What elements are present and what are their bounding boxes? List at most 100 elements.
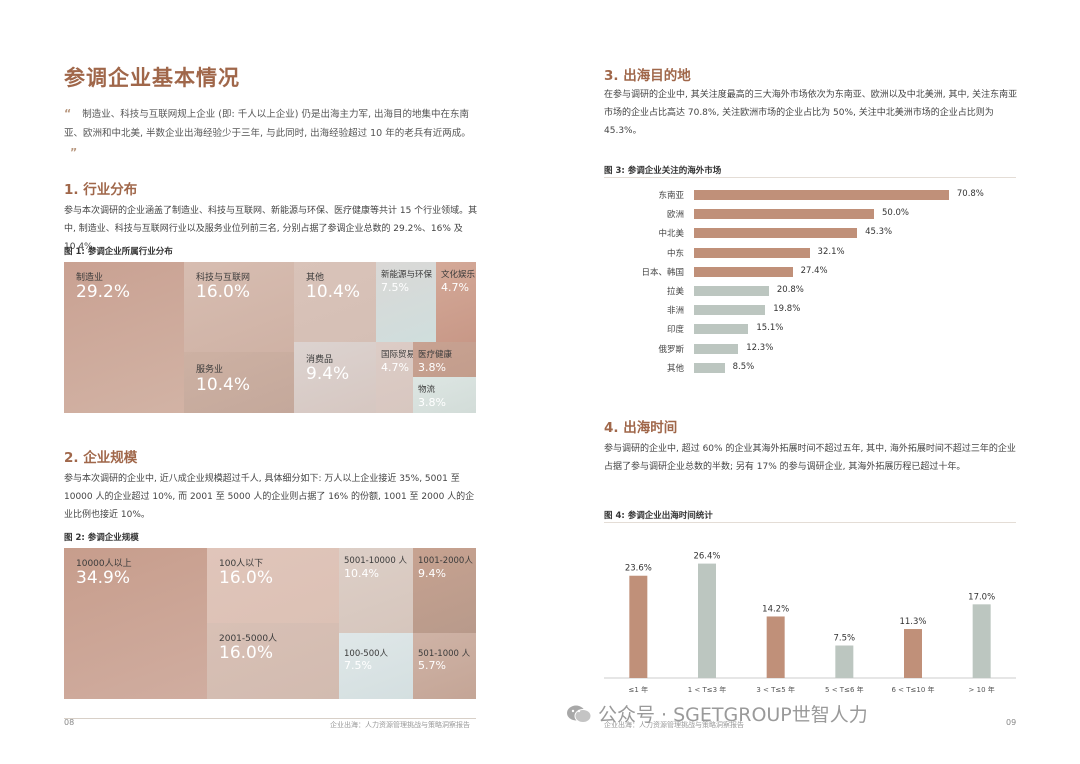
treemap-cell: 5001-10000 人 10.4% <box>339 548 413 633</box>
quote-open-mark: “ <box>64 107 72 120</box>
section-title-size: 2. 企业规模 <box>64 450 138 466</box>
bar-value-label: 14.2% <box>762 604 789 614</box>
footer-divider <box>64 718 476 719</box>
treemap-cell: 制造业 29.2% <box>64 262 184 413</box>
treemap-cell: 2001-5000人 16.0% <box>207 623 339 699</box>
treemap-cell: 其他 10.4% <box>294 262 376 342</box>
bar-mark <box>694 266 793 277</box>
treemap-cell-value: 16.0% <box>196 282 251 302</box>
x-tick-label: 6 < T≤10 年 <box>891 685 934 694</box>
section-title-destination: 3. 出海目的地 <box>604 68 691 84</box>
treemap-cell-label: 10000人以上 <box>76 559 132 569</box>
treemap-cell-label: 医疗健康 <box>418 350 453 360</box>
treemap-cell-value: 16.0% <box>219 643 274 663</box>
treemap-cell-value: 16.0% <box>219 568 274 588</box>
bar-category-label: 非洲 <box>666 306 684 317</box>
x-tick-label: 3 < T≤5 年 <box>756 685 795 694</box>
summary-quote: “ 制造业、科技与互联网规上企业 (即: 千人以上企业) 仍是出海主力军, 出海… <box>64 104 474 163</box>
footer-report-title-left: 企业出海：人力资源管理挑战与策略洞察报告 <box>330 721 470 729</box>
bar-mark <box>694 343 739 354</box>
bar-value-label: 15.1% <box>756 323 784 334</box>
treemap-cell-label: 501-1000 人 <box>418 649 471 659</box>
figure-1-title: 图 1: 参调企业所属行业分布 <box>64 247 173 257</box>
page-title: 参调企业基本情况 <box>64 66 240 90</box>
bar-mark <box>904 629 922 678</box>
bar-mark <box>698 563 716 678</box>
treemap-cell: 10000人以上 34.9% <box>64 548 207 699</box>
bar-category-label: 欧洲 <box>666 210 684 221</box>
treemap-cell-value: 10.4% <box>306 282 361 302</box>
page-number-left: 08 <box>64 718 75 727</box>
size-treemap: 10000人以上 34.9% 100人以下 16.0% 2001-5000人 16.0% 5… <box>64 548 476 699</box>
treemap-cell: 消费品 9.4% <box>294 342 376 413</box>
treemap-cell-value: 9.4% <box>306 364 350 384</box>
summary-quote-text: 制造业、科技与互联网规上企业 (即: 千人以上企业) 仍是出海主力军, 出海目的… <box>64 109 471 139</box>
treemap-cell-value: 4.7% <box>441 281 469 294</box>
section-text-size: 参与本次调研的企业中, 近八成企业规模超过千人, 具体细分如下: 万人以上企业接… <box>64 474 475 520</box>
bar-mark <box>694 305 766 316</box>
treemap-cell-label: 国际贸易 <box>381 350 413 360</box>
bar-mark <box>694 247 810 258</box>
bar-value-label: 27.4% <box>800 265 828 276</box>
right-page: 3. 出海目的地 在参与调研的企业中, 其关注度最高的三大海外市场依次为东南亚、… <box>540 0 1080 764</box>
x-tick-label: 1 < T≤3 年 <box>688 685 727 694</box>
bar-value-label: 32.1% <box>817 246 845 257</box>
treemap-cell-value: 5.7% <box>418 659 446 672</box>
bar-row: 拉美 20.8% <box>604 284 1016 298</box>
page-number-right: 09 <box>1006 718 1017 727</box>
treemap-cell-value: 10.4% <box>196 375 251 395</box>
figure-3-rule <box>604 177 1016 178</box>
treemap-cell-value: 29.2% <box>76 282 131 302</box>
treemap-cell-value: 34.9% <box>76 568 131 588</box>
figure-2-title: 图 2: 参调企业规模 <box>64 533 139 543</box>
figure-4-title: 图 4: 参调企业出海时间统计 <box>604 511 713 521</box>
treemap-cell: 1001-2000人 9.4% <box>413 548 476 633</box>
bar-value-label: 12.3% <box>746 342 774 353</box>
treemap-cell-value: 10.4% <box>344 567 379 580</box>
treemap-cell: 科技与互联网 16.0% <box>184 262 294 352</box>
footer-report-title-right: 企业出海：人力资源管理挑战与策略洞察报告 <box>604 721 744 729</box>
treemap-cell-label: 5001-10000 人 <box>344 556 407 566</box>
bar-row: 印度 15.1% <box>604 322 1016 336</box>
bar-category-label: 东南亚 <box>658 191 684 201</box>
treemap-cell-label: 制造业 <box>76 273 104 283</box>
section-title-industry: 1. 行业分布 <box>64 182 138 198</box>
bar-row: 其他 8.5% <box>604 361 1016 375</box>
bar-row: 中东 32.1% <box>604 246 1016 260</box>
x-tick-label: 5 < T≤6 年 <box>825 685 864 694</box>
treemap-cell-label: 新能源与环保 <box>381 270 433 280</box>
bar-row: 非洲 19.8% <box>604 303 1016 317</box>
treemap-cell-value: 7.5% <box>381 281 409 294</box>
treemap-cell: 501-1000 人 5.7% <box>413 633 476 699</box>
treemap-cell-value: 9.4% <box>418 567 446 580</box>
treemap-cell: 国际贸易 4.7% <box>376 342 413 413</box>
section-title-duration: 4. 出海时间 <box>604 420 678 436</box>
bar-row: 欧洲 50.0% <box>604 207 1016 221</box>
industry-treemap: 制造业 29.2% 科技与互联网 16.0% 服务业 10.4% 其他 10.4% 消费品 9.4… <box>64 262 476 413</box>
wechat-icon <box>566 704 592 724</box>
quote-close-mark: ” <box>70 146 78 159</box>
bar-category-label: 其他 <box>666 363 684 374</box>
bar-row: 中北美 45.3% <box>604 226 1016 240</box>
bar-value-label: 7.5% <box>834 634 856 644</box>
bar-row: 日本、韩国 27.4% <box>604 265 1016 279</box>
bar-value-label: 70.8% <box>956 189 984 199</box>
treemap-cell-label: 100-500人 <box>344 649 389 659</box>
treemap-cell-value: 3.8% <box>418 396 446 409</box>
bar-mark <box>629 575 648 678</box>
bar-value-label: 45.3% <box>865 227 893 238</box>
left-page: 参调企业基本情况 “ 制造业、科技与互联网规上企业 (即: 千人以上企业) 仍是… <box>64 66 478 729</box>
treemap-cell: 文化娱乐 4.7% <box>436 262 476 342</box>
bar-value-label: 23.6% <box>625 564 652 574</box>
treemap-cell: 物流 3.8% <box>413 377 476 413</box>
treemap-cell-value: 3.8% <box>418 361 446 374</box>
section-text-duration: 参与调研的企业中, 超过 60% 的企业其海外拓展时间不超过五年, 其中, 海外… <box>604 444 1016 472</box>
bar-mark <box>835 645 854 678</box>
bar-category-label: 中北美 <box>658 229 684 240</box>
bar-mark <box>972 604 991 678</box>
figure-3-title: 图 3: 参调企业关注的海外市场 <box>604 166 722 176</box>
bar-value-label: 26.4% <box>693 552 720 562</box>
section-text-destination: 在参与调研的企业中, 其关注度最高的三大海外市场依次为东南亚、欧洲以及中北美洲,… <box>604 90 1018 136</box>
treemap-cell-value: 4.7% <box>381 361 409 374</box>
bar-mark <box>694 362 725 373</box>
